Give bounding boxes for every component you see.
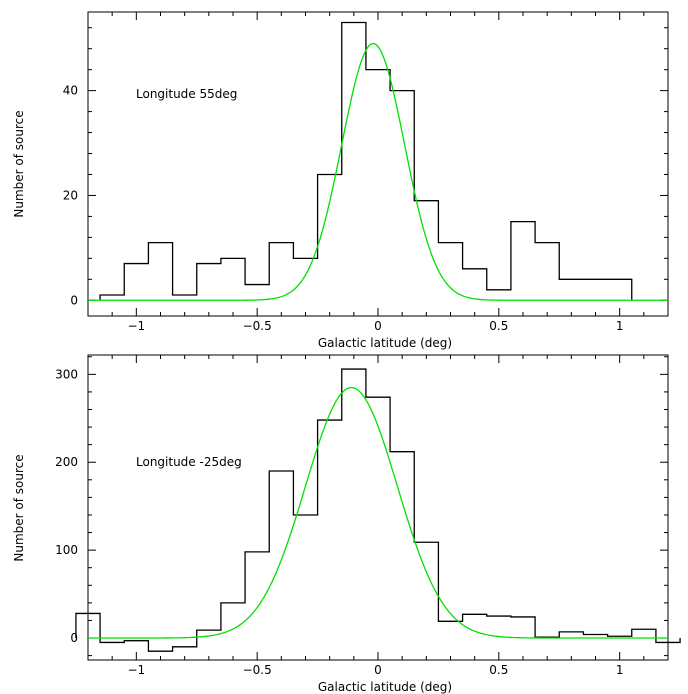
histogram-outline — [99, 21, 633, 301]
x-axis-ticks: −1 −0.5 0 0.5 1 — [87, 12, 669, 333]
histogram-outline — [75, 368, 681, 652]
x-tick-label: −1 — [127, 663, 145, 677]
y-tick-label: 200 — [55, 455, 78, 469]
y-axis-ticks: 0 100 200 300 — [55, 356, 668, 657]
panel-annotation: Longitude -25deg — [136, 455, 242, 469]
x-tick-label: −0.5 — [243, 319, 272, 333]
x-axis-label: Galactic latitude (deg) — [318, 680, 452, 694]
x-axis-ticks: −1 −0.5 0 0.5 1 — [87, 355, 669, 677]
x-tick-label: 1 — [616, 319, 624, 333]
plot-frame — [87, 11, 669, 317]
x-axis-label: Galactic latitude (deg) — [318, 336, 452, 350]
x-tick-label: 0.5 — [489, 663, 508, 677]
y-tick-label: 0 — [70, 631, 78, 645]
y-tick-label: 100 — [55, 543, 78, 557]
y-tick-label: 0 — [70, 293, 78, 307]
y-axis-label: Number of source — [12, 110, 26, 217]
gaussian-fit-curve — [88, 42, 668, 301]
histogram-panel-top: −1 −0.5 0 0.5 1 0 20 40 Longitude 55deg Galact… — [12, 11, 669, 350]
x-tick-label: 0 — [374, 319, 382, 333]
gaussian-fit-curve — [88, 386, 668, 639]
x-tick-label: −1 — [127, 319, 145, 333]
y-tick-label: 40 — [63, 84, 78, 98]
x-tick-label: 0 — [374, 663, 382, 677]
plot-frame — [87, 354, 669, 661]
y-tick-label: 20 — [63, 188, 78, 202]
y-axis-label: Number of source — [12, 454, 26, 561]
x-tick-label: 0.5 — [489, 319, 508, 333]
panel-annotation: Longitude 55deg — [136, 87, 237, 101]
x-tick-label: −0.5 — [243, 663, 272, 677]
y-tick-label: 300 — [55, 367, 78, 381]
x-tick-label: 1 — [616, 663, 624, 677]
